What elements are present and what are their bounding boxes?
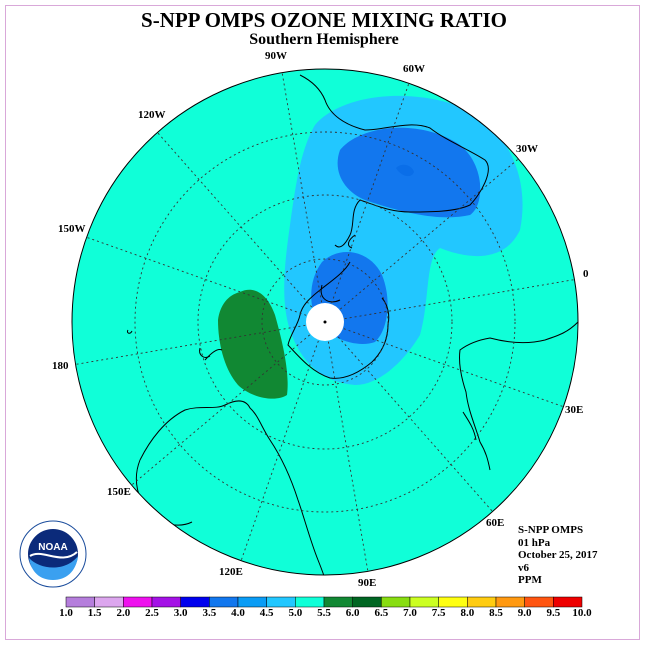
lon-label-30e: 30E [565,404,584,416]
colorbar-tick-label: 4.0 [231,607,245,619]
ozone-region-green [218,289,288,399]
lon-label-60e: 60E [486,517,505,529]
lon-label-90w: 90W [265,50,287,62]
colorbar-tick-label: 3.5 [202,607,217,619]
colorbar-tick-label: 6.5 [374,607,389,619]
lon-label-180: 180 [52,360,69,372]
lon-label-150e: 150E [107,486,131,498]
colorbar-tick-label: 5.5 [317,607,331,619]
ozone-region-dark-blue [396,164,414,177]
colorbar-tick-label: 9.0 [517,607,532,619]
colorbar-tick-label: 6.0 [345,607,360,619]
graticule [72,71,578,573]
info-instrument: S-NPP OMPS [518,524,584,536]
colorbar-tick-label: 2.5 [145,607,159,619]
south-pole-marker [323,320,327,324]
colorbar-tick-label: 4.5 [259,607,274,619]
lon-label-0: 0 [583,268,589,280]
info-units: PPM [518,574,542,586]
info-pressure: 01 hPa [518,536,551,549]
colorbar-tick-label: 1.5 [87,607,102,619]
lon-label-90e: 90E [358,577,377,589]
colorbar-tick-label: 2.0 [116,607,131,619]
lon-label-150w: 150W [58,223,86,235]
colorbar-tick-label: 7.0 [403,607,417,619]
info-version: v6 [518,561,529,574]
lon-label-60w: 60W [403,63,425,75]
page-title: S-NPP OMPS OZONE MIXING RATIO [141,8,507,32]
colorbar-tick-label: 1.0 [59,607,73,619]
lon-label-30w: 30W [516,143,538,155]
lon-label-120e: 120E [219,566,243,578]
map-border [71,68,579,576]
colorbar-tick-label: 8.0 [460,607,475,619]
colorbar-tick-label: 5.0 [288,607,303,619]
noaa-logo-icon: NOAA [19,520,87,588]
page-frame [5,5,640,640]
info-date: October 25, 2017 [518,549,598,561]
colorbar-tick-label: 7.5 [431,607,446,619]
colorbar-tick-label: 9.5 [546,607,561,619]
info-block: S-NPP OMPS 01 hPa October 25, 2017 v6 PP… [518,524,598,587]
colorbar-tick-label: 8.5 [489,607,503,619]
colorbar-tick-label: 3.0 [173,607,188,619]
colorbar-tick-label: 10.0 [572,607,592,619]
svg-text:NOAA: NOAA [38,542,67,553]
lon-label-120w: 120W [138,109,166,121]
page-subtitle: Southern Hemisphere [249,31,399,48]
